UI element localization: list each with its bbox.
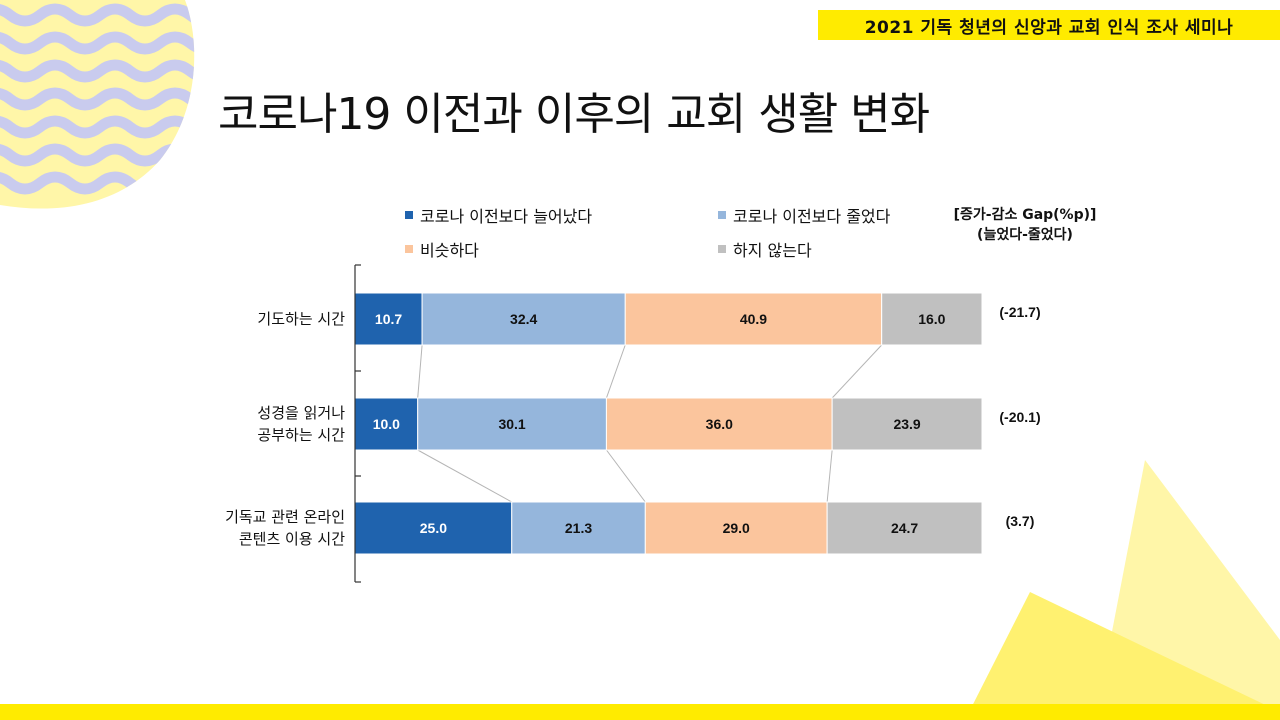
bar-similar xyxy=(605,397,833,451)
gap-value: (-21.7) xyxy=(999,304,1040,320)
wave-stripe xyxy=(0,87,195,111)
gap-value: (-20.1) xyxy=(999,409,1040,425)
legend-swatch-decreased xyxy=(718,211,726,219)
gap-note-line2: (늘었다-줄었다) xyxy=(977,227,1073,243)
bar-decreased xyxy=(511,501,646,555)
legend-item-increased: 코로나 이전보다 늘어났다 xyxy=(405,203,592,227)
legend-label-none: 하지 않는다 xyxy=(733,241,812,260)
bar-decreased xyxy=(417,397,607,451)
bar-value-label: 40.9 xyxy=(740,311,767,327)
bar-value-label: 10.0 xyxy=(373,416,400,432)
wave-stripe xyxy=(0,3,195,27)
bar-value-label: 10.7 xyxy=(375,311,402,327)
bar-none xyxy=(831,397,983,451)
bar-increased xyxy=(354,397,419,451)
connector-line xyxy=(831,344,883,399)
bar-value-label: 29.0 xyxy=(723,520,750,536)
bar-value-label: 36.0 xyxy=(706,416,733,432)
legend-item-similar: 비슷하다 xyxy=(405,237,479,261)
bar-value-label: 16.0 xyxy=(918,311,945,327)
connector-line xyxy=(417,449,512,503)
connector-line xyxy=(826,449,833,503)
bar-value-label: 25.0 xyxy=(420,520,447,536)
legend-label-increased: 코로나 이전보다 늘어났다 xyxy=(420,207,593,226)
seminar-badge: 2021 기독 청년의 신앙과 교회 인식 조사 세미나 xyxy=(818,10,1280,40)
legend-swatch-similar xyxy=(405,245,413,253)
wave-stripe xyxy=(0,59,195,83)
bar-value-label: 23.9 xyxy=(893,416,920,432)
bar-value-label: 32.4 xyxy=(510,311,537,327)
category-label: 기독교 관련 온라인 xyxy=(225,508,345,526)
category-label: 공부하는 시간 xyxy=(257,426,345,444)
wave-stripe xyxy=(0,115,195,139)
bar-none xyxy=(826,501,983,555)
bottom-accent-bar xyxy=(0,704,1280,720)
legend-label-similar: 비슷하다 xyxy=(420,241,479,260)
legend-item-decreased: 코로나 이전보다 줄었다 xyxy=(718,203,890,227)
legend-label-decreased: 코로나 이전보다 줄었다 xyxy=(733,207,891,226)
legend-swatch-increased xyxy=(405,211,413,219)
page-title: 코로나19 이전과 이후의 교회 생활 변화 xyxy=(218,89,930,140)
bar-similar xyxy=(624,292,883,346)
bar-none xyxy=(881,292,983,346)
gap-note-line1: [증가-감소 Gap(%p)] xyxy=(953,207,1097,223)
bar-similar xyxy=(644,501,828,555)
bar-decreased xyxy=(421,292,626,346)
wave-stripe xyxy=(0,31,195,55)
legend-item-none: 하지 않는다 xyxy=(718,237,812,261)
bar-value-label: 24.7 xyxy=(891,520,918,536)
legend-swatch-none xyxy=(718,245,726,253)
connector-line xyxy=(417,344,423,399)
connector-line xyxy=(606,449,646,503)
category-label: 성경을 읽거나 xyxy=(257,404,345,422)
bar-value-label: 30.1 xyxy=(498,416,525,432)
bar-value-label: 21.3 xyxy=(565,520,592,536)
category-label: 콘텐츠 이용 시간 xyxy=(239,530,345,548)
gap-value: (3.7) xyxy=(1006,513,1035,529)
gap-note: [증가-감소 Gap(%p)] (늘었다-줄었다) xyxy=(930,205,1120,245)
decor-triangle-front xyxy=(965,592,1280,720)
category-label: 기도하는 시간 xyxy=(257,310,345,328)
connector-line xyxy=(605,344,626,399)
